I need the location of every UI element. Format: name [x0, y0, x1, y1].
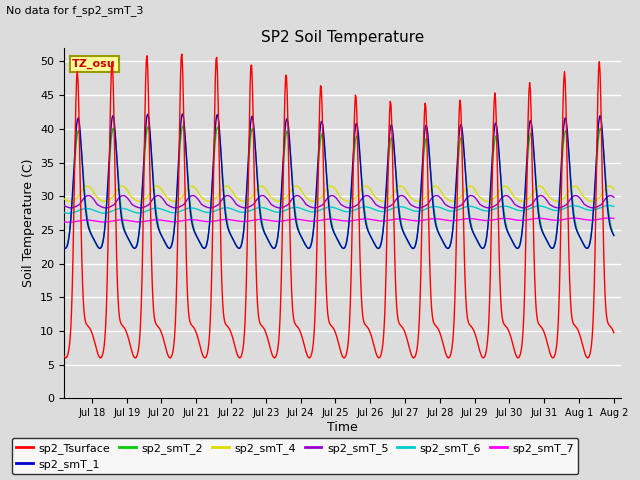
Y-axis label: Soil Temperature (C): Soil Temperature (C)	[22, 159, 35, 288]
Title: SP2 Soil Temperature: SP2 Soil Temperature	[260, 30, 424, 46]
X-axis label: Time: Time	[327, 421, 358, 434]
Text: TZ_osu: TZ_osu	[72, 59, 116, 69]
Text: No data for f_sp2_smT_3: No data for f_sp2_smT_3	[6, 5, 144, 16]
Legend: sp2_Tsurface, sp2_smT_1, sp2_smT_2, sp2_smT_4, sp2_smT_5, sp2_smT_6, sp2_smT_7: sp2_Tsurface, sp2_smT_1, sp2_smT_2, sp2_…	[12, 438, 579, 474]
